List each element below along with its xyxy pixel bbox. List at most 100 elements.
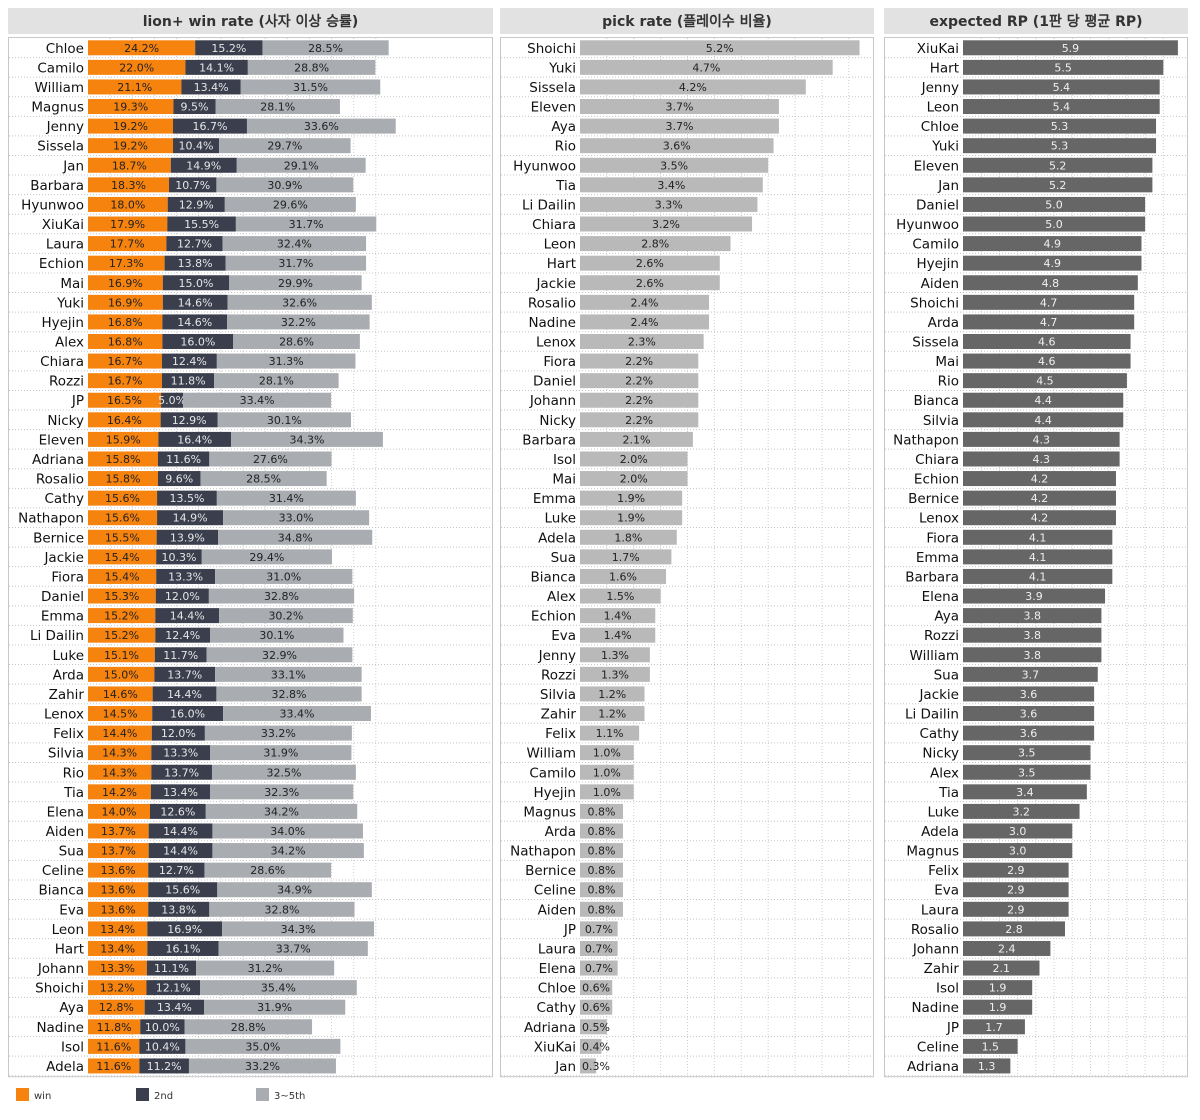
third-bar: [200, 471, 327, 487]
second-bar: [151, 764, 212, 780]
pick-rate-bar: [580, 647, 650, 663]
value-label: 1.8%: [614, 531, 642, 544]
row-label: XiuKai: [534, 1039, 576, 1055]
value-label: 19.3%: [113, 101, 148, 114]
value-label: 13.6%: [101, 903, 136, 916]
value-label: 16.0%: [180, 335, 215, 348]
pick-rate-bar: [580, 138, 774, 154]
row-label: Alex: [547, 589, 576, 605]
value-label: 3.2%: [652, 218, 680, 231]
value-label: 2.0%: [620, 473, 648, 486]
value-label: 0.4%: [582, 1040, 610, 1053]
value-label: 2.4: [998, 942, 1016, 955]
row-label: Nathapon: [18, 511, 84, 527]
pick-rate-bar: [580, 471, 688, 487]
second-bar: [160, 412, 218, 428]
pick-rate-bar: [580, 960, 618, 976]
pick-rate-bar: [580, 40, 860, 56]
value-label: 13.7%: [164, 766, 199, 779]
third-bar: [183, 392, 332, 408]
second-bar: [151, 725, 205, 741]
value-label: 4.6: [1038, 355, 1056, 368]
panel-title-bg: [884, 8, 1188, 34]
value-label: 33.6%: [304, 120, 339, 133]
value-label: 13.3%: [100, 962, 135, 975]
win-bar: [88, 471, 158, 487]
third-bar: [212, 823, 363, 839]
panel-title: lion+ win rate (사자 이상 승률): [143, 13, 359, 30]
row-label: Rio: [63, 765, 84, 781]
value-label: 3.6%: [663, 140, 691, 153]
third-bar: [210, 784, 354, 800]
row-label: Adela: [538, 530, 576, 546]
row-label: Rozzi: [49, 374, 84, 390]
value-label: 32.8%: [272, 688, 307, 701]
value-label: 14.6%: [178, 296, 213, 309]
win-bar: [88, 40, 196, 56]
third-bar: [247, 59, 376, 75]
row-label: Isol: [936, 981, 959, 997]
row-label: Silvia: [923, 413, 959, 429]
value-label: 4.7: [1040, 316, 1058, 329]
win-bar: [88, 353, 162, 369]
win-bar: [88, 138, 174, 154]
row-label: William: [527, 746, 576, 762]
value-label: 3.8: [1023, 629, 1041, 642]
third-bar: [204, 999, 346, 1015]
row-label: Barbara: [30, 178, 84, 194]
pick-rate-bar: [580, 627, 656, 643]
row-label: Alex: [930, 765, 959, 781]
value-label: 14.4%: [167, 688, 202, 701]
win-bar: [88, 333, 163, 349]
expected-rp-bar: [963, 529, 1113, 545]
row-label: Jan: [937, 178, 959, 194]
expected-rp-bar: [963, 255, 1142, 271]
row-label: Nicky: [922, 746, 959, 762]
third-bar: [205, 803, 358, 819]
win-bar: [88, 647, 155, 663]
value-label: 32.5%: [266, 766, 301, 779]
value-label: 32.9%: [262, 649, 297, 662]
value-label: 4.3: [1033, 433, 1051, 446]
second-bar: [173, 118, 247, 134]
second-bar: [139, 1038, 186, 1054]
row-label: Barbara: [522, 432, 576, 448]
value-label: 32.6%: [282, 296, 317, 309]
pick-rate-bar: [580, 843, 624, 859]
pick-rate-bar: [580, 686, 645, 702]
row-label: Emma: [41, 609, 84, 625]
row-label: Felix: [53, 726, 84, 742]
value-label: 14.0%: [102, 805, 137, 818]
third-bar: [218, 940, 368, 956]
second-bar: [148, 843, 213, 859]
value-label: 16.9%: [108, 277, 143, 290]
expected-rp-bar: [963, 999, 1033, 1015]
win-bar: [88, 157, 171, 173]
third-bar: [200, 980, 357, 996]
value-label: 31.4%: [269, 492, 304, 505]
expected-rp-bar: [963, 960, 1040, 976]
row-label: Cathy: [44, 491, 84, 507]
pick-rate-bar: [580, 177, 763, 193]
third-bar: [223, 510, 370, 526]
win-bar: [88, 216, 168, 232]
row-label: Leon: [544, 237, 576, 253]
expected-rp-bar: [963, 549, 1113, 565]
value-label: 13.8%: [178, 257, 213, 270]
expected-rp-bar: [963, 40, 1178, 56]
panel-title: expected RP (1판 당 평균 RP): [929, 13, 1142, 30]
value-label: 2.6%: [636, 277, 664, 290]
third-bar: [204, 862, 332, 878]
row-label: Hart: [547, 256, 576, 272]
value-label: 13.2%: [100, 982, 135, 995]
value-label: 33.2%: [245, 1060, 280, 1073]
row-label: Isol: [61, 1039, 84, 1055]
row-label: William: [910, 648, 959, 664]
value-label: 12.4%: [165, 629, 200, 642]
row-label: Arda: [545, 824, 576, 840]
pick-rate-bar: [580, 608, 656, 624]
value-label: 33.0%: [279, 512, 314, 525]
row-label: Nadine: [528, 315, 576, 331]
expected-rp-bar: [963, 725, 1095, 741]
value-label: 13.4%: [163, 786, 198, 799]
